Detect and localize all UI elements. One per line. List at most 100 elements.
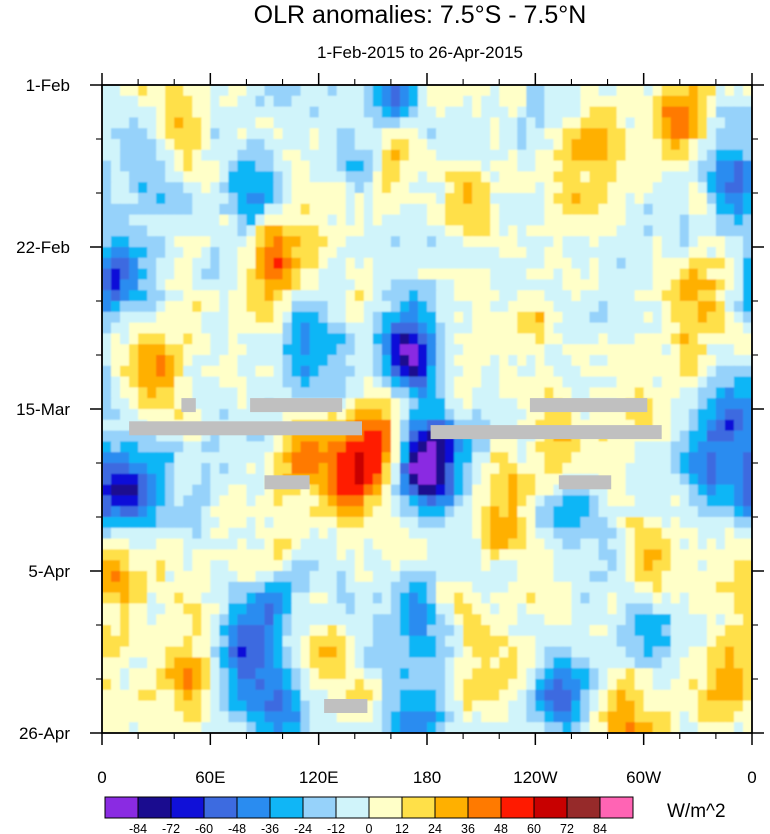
heatmap-cell — [354, 149, 365, 162]
heatmap-cell — [508, 592, 518, 604]
heatmap-cell — [408, 139, 419, 151]
heatmap-cell — [210, 257, 220, 270]
heatmap-cell — [580, 722, 591, 733]
heatmap-cell — [715, 452, 726, 464]
heatmap-cell — [165, 171, 175, 183]
heatmap-cell — [147, 549, 157, 561]
heatmap-cell — [562, 517, 573, 529]
heatmap-cell — [345, 441, 356, 453]
heatmap-cell — [372, 581, 383, 594]
heatmap-cell — [535, 657, 545, 669]
heatmap-cell — [535, 581, 545, 594]
heatmap-cell — [598, 117, 609, 129]
heatmap-cell — [562, 581, 573, 594]
heatmap-cell — [445, 344, 455, 356]
heatmap-cell — [147, 322, 157, 334]
heatmap-cell — [183, 581, 193, 594]
heatmap-cell — [345, 128, 356, 140]
heatmap-cell — [174, 268, 184, 280]
heatmap-cell — [625, 614, 636, 626]
heatmap-cell — [463, 193, 473, 205]
heatmap-cell — [354, 301, 365, 313]
heatmap-cell — [246, 149, 257, 162]
heatmap-cell — [499, 506, 509, 518]
heatmap-cell — [237, 473, 248, 486]
heatmap-cell — [733, 668, 744, 680]
heatmap-cell — [733, 85, 744, 97]
heatmap-cell — [499, 160, 509, 172]
heatmap-cell — [372, 430, 383, 442]
heatmap-cell — [183, 376, 193, 388]
heatmap-cell — [472, 679, 482, 691]
heatmap-cell — [463, 722, 473, 733]
heatmap-cell — [490, 333, 500, 345]
heatmap-cell — [174, 365, 184, 378]
heatmap-cell — [138, 679, 148, 691]
heatmap-cell — [174, 635, 184, 648]
heatmap-cell — [562, 301, 573, 313]
heatmap-cell — [363, 85, 374, 97]
heatmap-cell — [598, 333, 609, 345]
missing-data-bar — [558, 475, 612, 490]
heatmap-cell — [219, 463, 229, 475]
heatmap-cell — [255, 560, 266, 572]
heatmap-cell — [165, 527, 175, 540]
heatmap-cell — [345, 560, 356, 572]
heatmap-cell — [715, 344, 726, 356]
heatmap-cell — [219, 484, 229, 496]
heatmap-cell — [589, 355, 600, 367]
heatmap-cell — [354, 463, 365, 475]
heatmap-cell — [102, 527, 112, 540]
heatmap-cell — [138, 279, 148, 291]
heatmap-cell — [625, 247, 636, 259]
heatmap-cell — [120, 581, 130, 594]
colorbar-tick-label: 48 — [494, 822, 508, 834]
heatmap-cell — [517, 333, 527, 345]
heatmap-cell — [589, 365, 600, 378]
heatmap-cell — [363, 355, 374, 367]
heatmap-cell — [273, 376, 284, 388]
heatmap-cell — [255, 387, 266, 399]
heatmap-cell — [363, 225, 374, 237]
heatmap-cell — [381, 225, 392, 237]
heatmap-cell — [742, 311, 752, 324]
heatmap-cell — [111, 463, 121, 475]
heatmap-cell — [724, 214, 735, 226]
heatmap-cell — [661, 700, 672, 712]
heatmap-cell — [156, 689, 166, 702]
heatmap-cell — [273, 95, 284, 108]
heatmap-cell — [192, 689, 202, 702]
heatmap-cell — [336, 247, 347, 259]
heatmap-cell — [490, 214, 500, 226]
heatmap-cell — [327, 387, 338, 399]
heatmap-cell — [634, 117, 645, 129]
heatmap-cell — [571, 484, 582, 496]
heatmap-cell — [553, 625, 564, 637]
heatmap-cell — [138, 214, 148, 226]
heatmap-cell — [138, 171, 148, 183]
heatmap-cell — [354, 430, 365, 442]
heatmap-cell — [652, 171, 663, 183]
heatmap-cell — [661, 365, 672, 378]
heatmap-cell — [354, 257, 365, 270]
heatmap-cell — [490, 398, 500, 410]
heatmap-cell — [697, 571, 708, 583]
heatmap-cell — [201, 117, 211, 129]
heatmap-cell — [201, 193, 211, 205]
heatmap-cell — [408, 430, 419, 442]
heatmap-cell — [571, 160, 582, 172]
heatmap-cell — [427, 160, 437, 172]
heatmap-cell — [589, 689, 600, 702]
heatmap-cell — [481, 106, 491, 118]
heatmap-cell — [679, 463, 690, 475]
heatmap-cell — [454, 614, 464, 626]
heatmap-cell — [742, 700, 752, 712]
heatmap-cell — [427, 149, 437, 162]
heatmap-cell — [291, 193, 302, 205]
heatmap-cell — [427, 290, 437, 302]
heatmap-cell — [598, 527, 609, 540]
heatmap-cell — [535, 290, 545, 302]
heatmap-cell — [544, 473, 554, 486]
heatmap-cell — [174, 203, 184, 216]
heatmap-cell — [264, 549, 275, 561]
